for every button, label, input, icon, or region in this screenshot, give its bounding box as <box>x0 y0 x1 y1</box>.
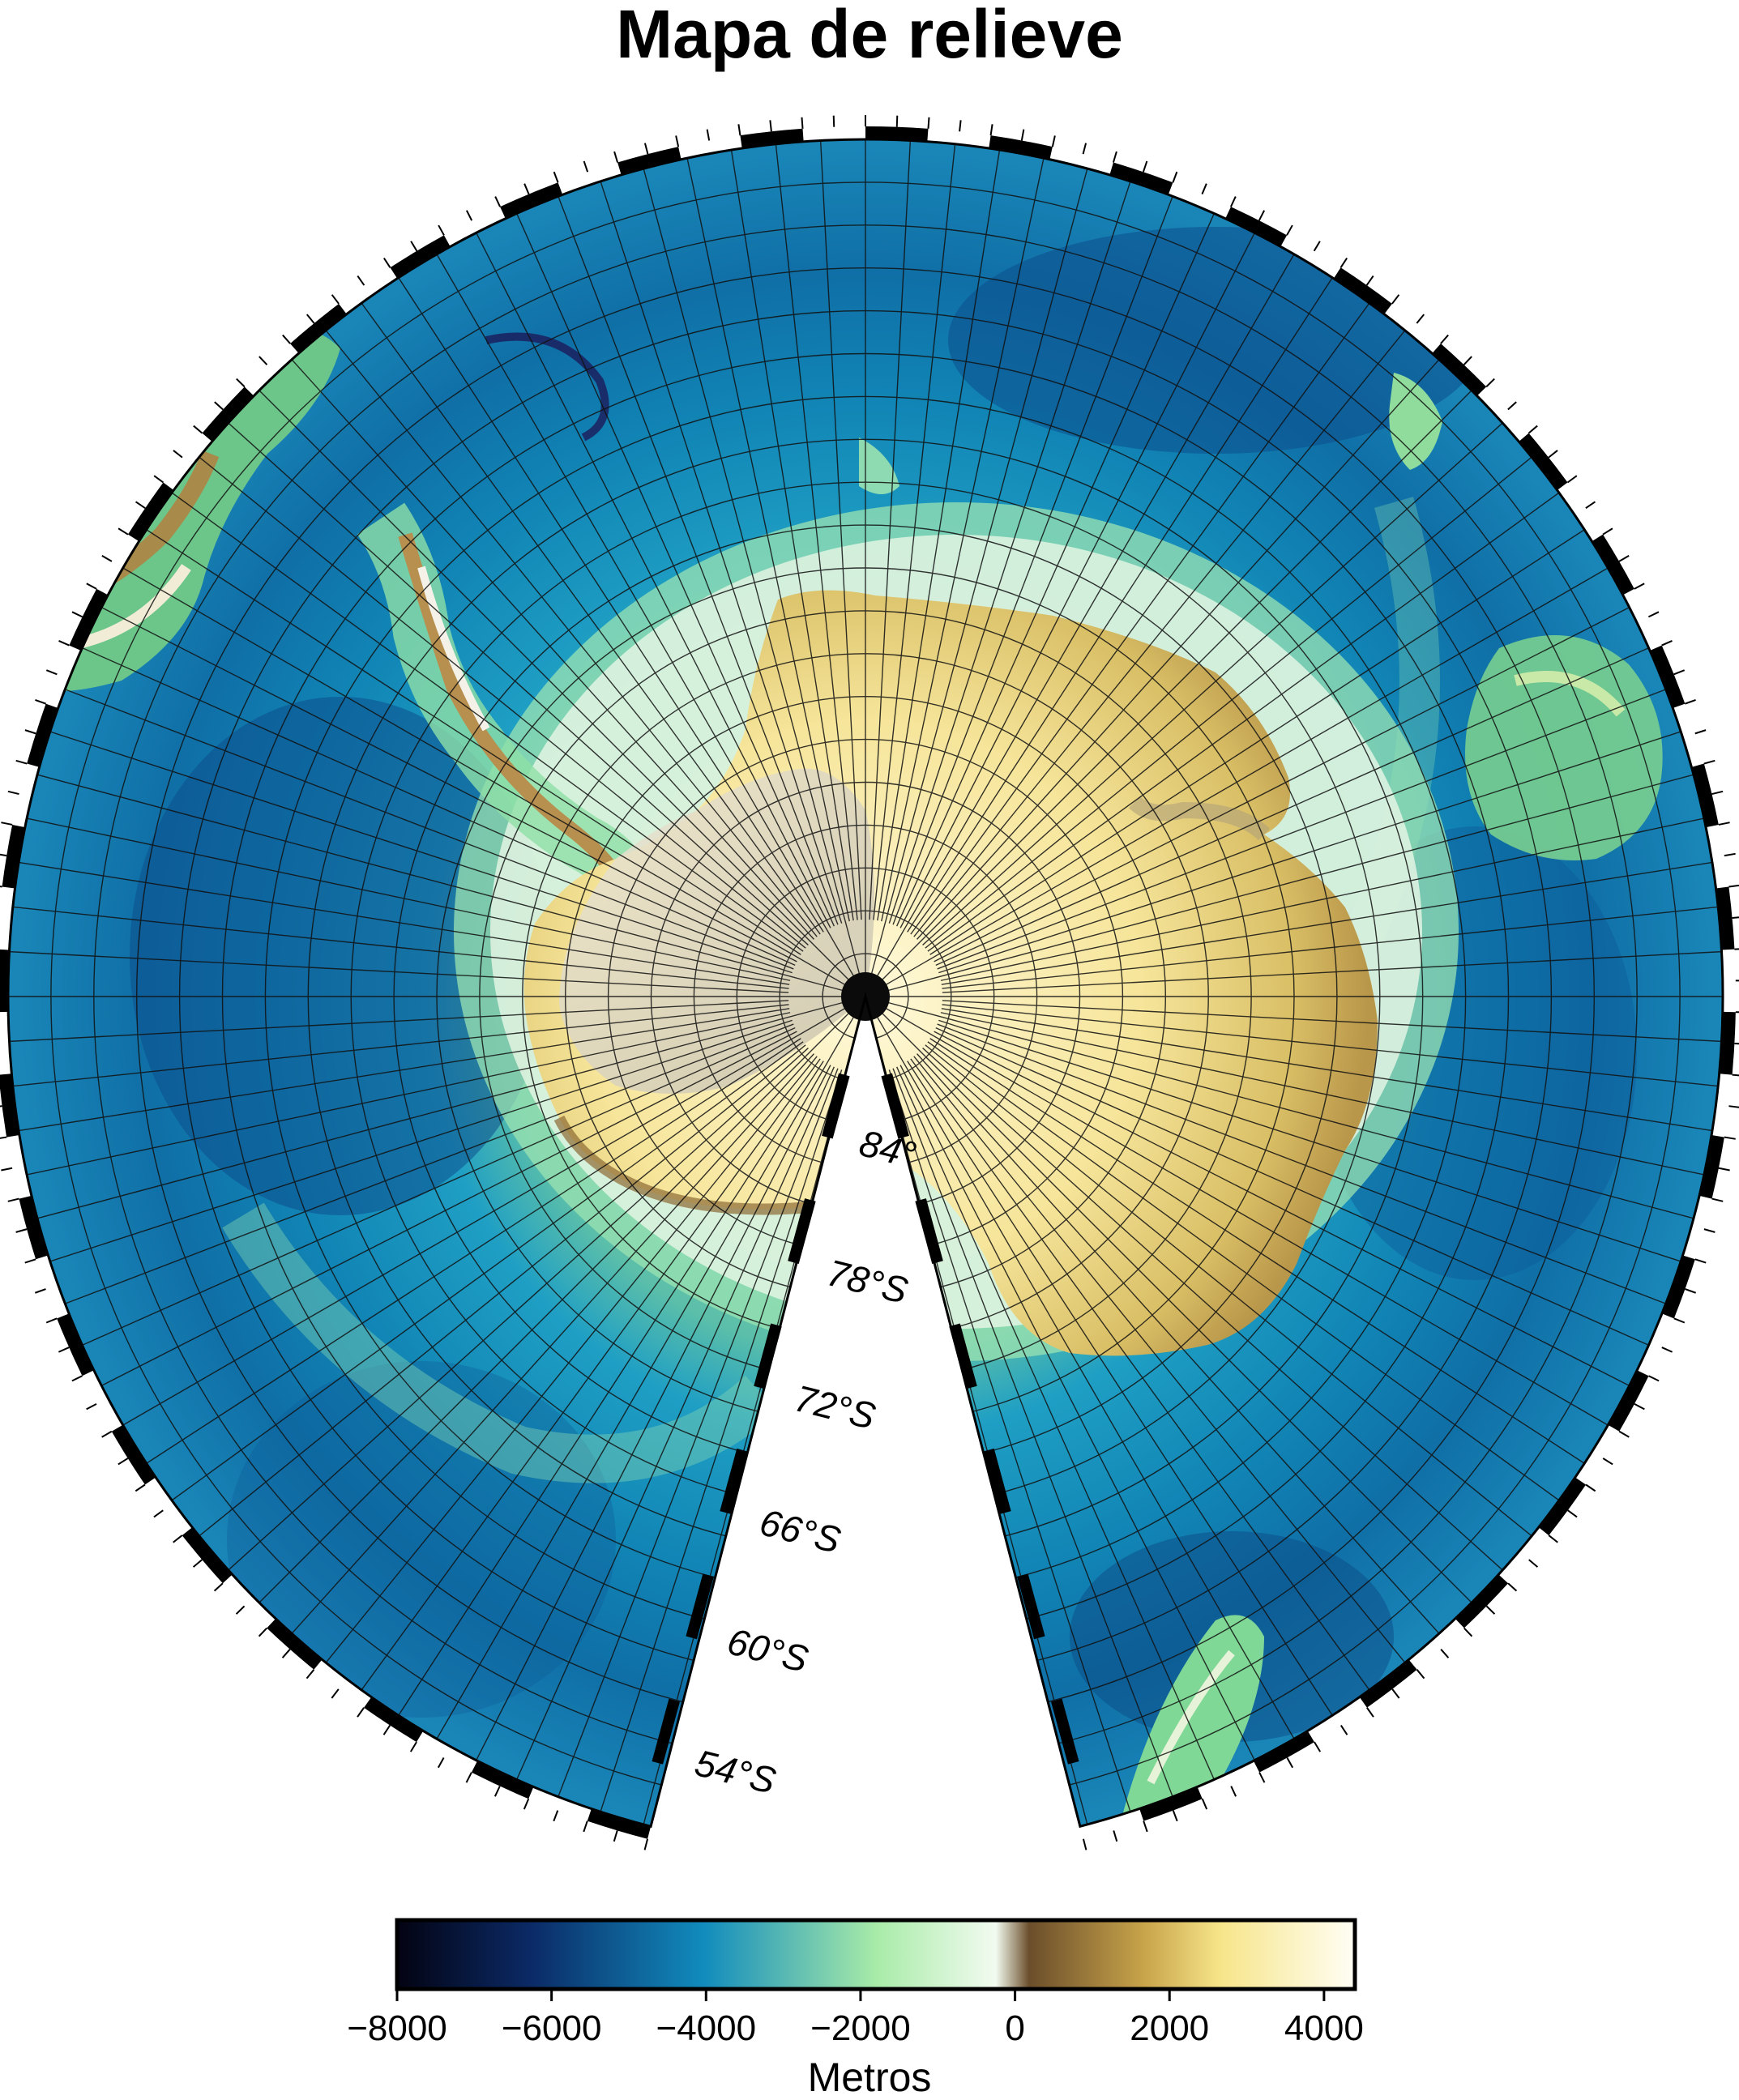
colorbar-ticks: −8000 −6000 −4000 −2000 0 2000 4000 <box>347 1989 1364 2048</box>
colorbar-tick-label: −4000 <box>656 2008 757 2048</box>
colorbar-bar <box>397 1920 1355 1989</box>
colorbar-tick-label: −8000 <box>347 2008 447 2048</box>
colorbar-tick-label: 0 <box>1005 2008 1024 2048</box>
colorbar-tick-label: −2000 <box>810 2008 911 2048</box>
colorbar-label: Metros <box>0 2056 1739 2098</box>
colorbar-tick-label: 2000 <box>1130 2008 1209 2048</box>
colorbar-tick-label: −6000 <box>502 2008 602 2048</box>
colorbar-tick-label: 4000 <box>1284 2008 1364 2048</box>
